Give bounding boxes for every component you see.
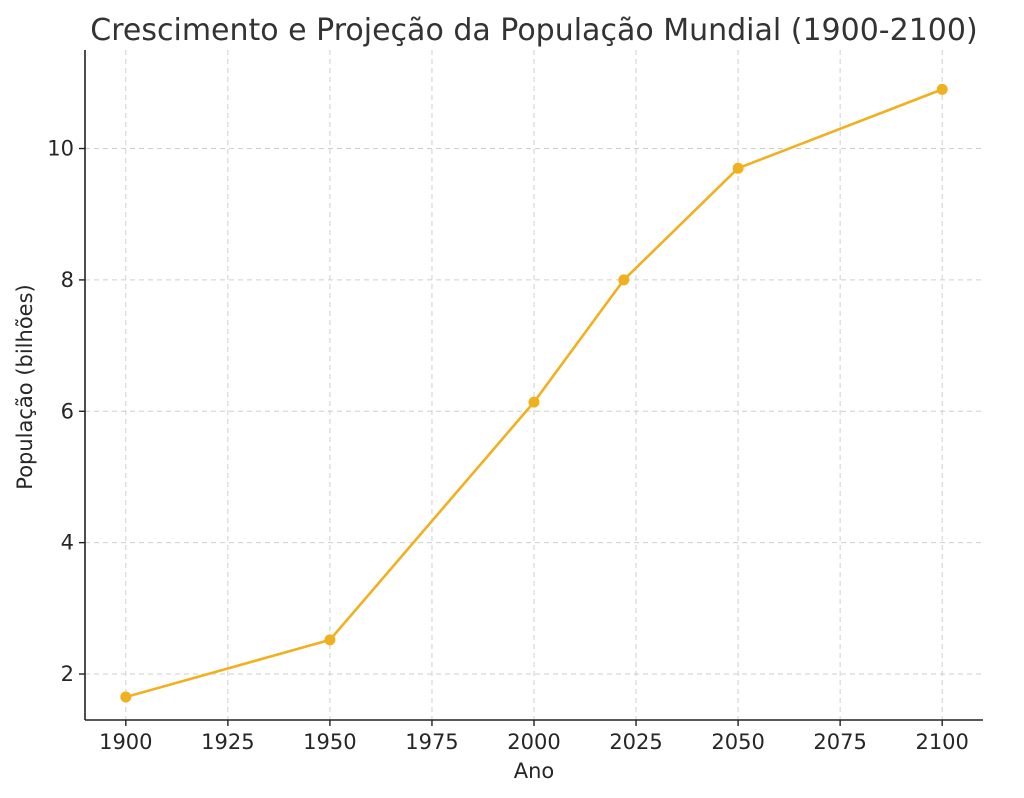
x-tick-label: 2075 (813, 730, 866, 754)
data-point (732, 162, 744, 174)
x-axis: 1900 1925 1950 1975 2000 2025 2050 2075 2100 (99, 720, 969, 754)
series-line (125, 88, 943, 699)
y-tick-label: 6 (61, 399, 74, 423)
y-axis: 2 4 6 8 10 (47, 137, 85, 686)
x-tick-label: 1950 (303, 730, 356, 754)
plot-area (120, 83, 948, 703)
x-tick-label: 1900 (99, 730, 152, 754)
x-tick-label: 1975 (405, 730, 458, 754)
x-axis-label: Ano (514, 759, 555, 783)
y-tick-label: 8 (61, 268, 74, 292)
x-tick-label: 1925 (201, 730, 254, 754)
y-tick-label: 4 (61, 531, 74, 555)
chart-title: Crescimento e Projeção da População Mund… (90, 13, 977, 48)
x-tick-label: 2025 (609, 730, 662, 754)
data-point (618, 274, 630, 286)
data-point (936, 83, 948, 95)
data-point (120, 691, 132, 703)
x-tick-label: 2100 (915, 730, 968, 754)
x-gridlines (125, 50, 943, 720)
y-tick-label: 10 (47, 137, 74, 161)
y-axis-label: População (bilhões) (13, 284, 37, 489)
x-tick-label: 2050 (711, 730, 764, 754)
x-tick-label: 2000 (507, 730, 560, 754)
y-tick-label: 2 (61, 662, 74, 686)
data-point (324, 634, 336, 646)
data-point (528, 396, 540, 408)
y-gridlines (85, 148, 983, 675)
